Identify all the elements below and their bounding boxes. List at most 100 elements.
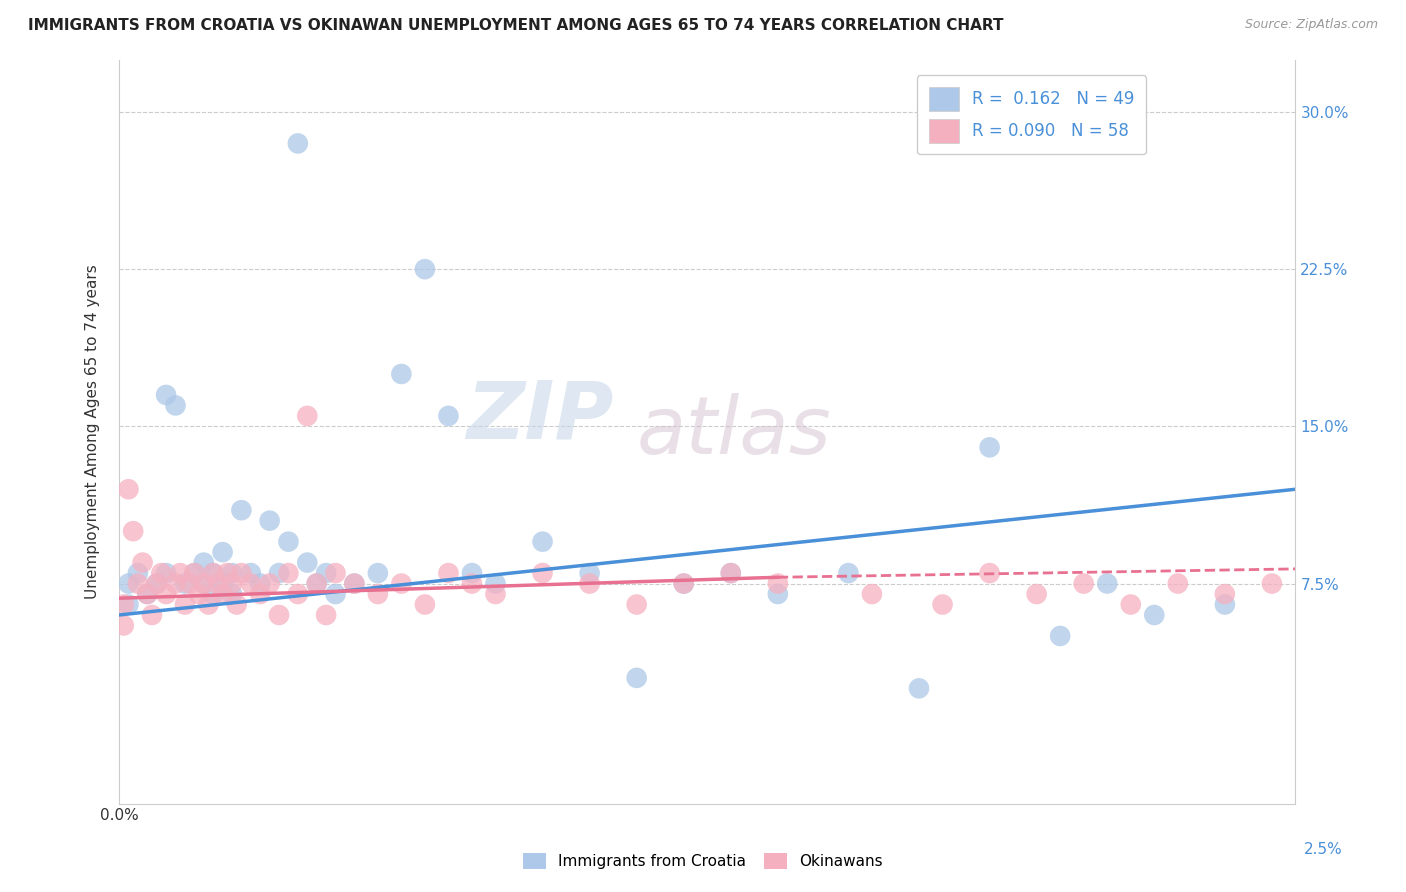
Point (367, 587, 389, 601)
Point (1261, 576, 1284, 591)
Point (389, 367, 412, 381)
Point (305, 576, 328, 591)
Point (221, 576, 243, 591)
Point (837, 566, 859, 580)
Point (202, 566, 225, 580)
Point (1213, 598, 1236, 612)
Point (249, 576, 271, 591)
Point (221, 587, 243, 601)
Point (193, 576, 215, 591)
Point (979, 440, 1001, 454)
Point (174, 598, 197, 612)
Point (249, 587, 271, 601)
Point (165, 398, 187, 412)
Point (207, 576, 229, 591)
Point (122, 524, 145, 538)
Point (197, 598, 219, 612)
Legend: Immigrants from Croatia, Okinawans: Immigrants from Croatia, Okinawans (517, 847, 889, 875)
Point (231, 503, 253, 517)
Point (297, 409, 319, 423)
Point (112, 598, 135, 612)
Point (1025, 587, 1047, 601)
Point (267, 566, 290, 580)
Point (231, 566, 253, 580)
Point (117, 482, 139, 496)
Point (188, 587, 211, 601)
Point (1119, 598, 1142, 612)
Point (1097, 576, 1119, 591)
Point (131, 556, 153, 570)
Point (277, 566, 299, 580)
Point (1143, 607, 1166, 622)
Point (305, 576, 328, 591)
Point (461, 576, 484, 591)
Text: ZIP: ZIP (465, 377, 613, 456)
Point (413, 262, 436, 277)
Point (437, 409, 460, 423)
Point (211, 587, 233, 601)
Point (217, 566, 239, 580)
Point (267, 607, 290, 622)
Point (169, 566, 191, 580)
Point (672, 576, 695, 591)
Point (437, 566, 460, 580)
Point (239, 576, 262, 591)
Point (287, 136, 309, 151)
Point (136, 587, 159, 601)
Point (720, 566, 742, 580)
Text: IMMIGRANTS FROM CROATIA VS OKINAWAN UNEMPLOYMENT AMONG AGES 65 TO 74 YEARS CORRE: IMMIGRANTS FROM CROATIA VS OKINAWAN UNEM… (28, 18, 1004, 33)
Point (578, 566, 600, 580)
Point (531, 534, 554, 549)
Point (626, 598, 648, 612)
Point (174, 576, 197, 591)
Point (315, 607, 337, 622)
Point (315, 566, 337, 580)
Point (578, 576, 600, 591)
Point (193, 576, 215, 591)
Point (183, 566, 205, 580)
Point (297, 556, 319, 570)
Y-axis label: Unemployment Among Ages 65 to 74 years: Unemployment Among Ages 65 to 74 years (86, 264, 100, 599)
Point (155, 566, 177, 580)
Point (626, 671, 648, 685)
Point (239, 566, 262, 580)
Point (413, 598, 436, 612)
Point (211, 576, 233, 591)
Point (389, 576, 412, 591)
Point (277, 534, 299, 549)
Point (141, 607, 163, 622)
Point (136, 587, 159, 601)
Point (672, 576, 695, 591)
Point (979, 566, 1001, 580)
Point (165, 576, 187, 591)
Point (720, 566, 742, 580)
Point (484, 576, 506, 591)
Point (766, 576, 789, 591)
Point (343, 576, 366, 591)
Point (145, 576, 167, 591)
Point (117, 576, 139, 591)
Text: Source: ZipAtlas.com: Source: ZipAtlas.com (1244, 18, 1378, 31)
Point (155, 388, 177, 402)
Point (908, 681, 931, 696)
Point (531, 566, 554, 580)
Point (367, 566, 389, 580)
Point (221, 566, 243, 580)
Point (150, 566, 173, 580)
Point (1213, 587, 1236, 601)
Point (225, 598, 247, 612)
Point (183, 566, 205, 580)
Point (193, 556, 215, 570)
Text: 2.5%: 2.5% (1303, 842, 1343, 856)
Point (931, 598, 953, 612)
Point (202, 587, 225, 601)
Point (211, 545, 233, 559)
Point (325, 566, 347, 580)
Point (145, 576, 167, 591)
Point (117, 598, 139, 612)
Point (1049, 629, 1071, 643)
Point (766, 587, 789, 601)
Point (155, 587, 177, 601)
Point (112, 618, 135, 632)
Point (259, 576, 281, 591)
